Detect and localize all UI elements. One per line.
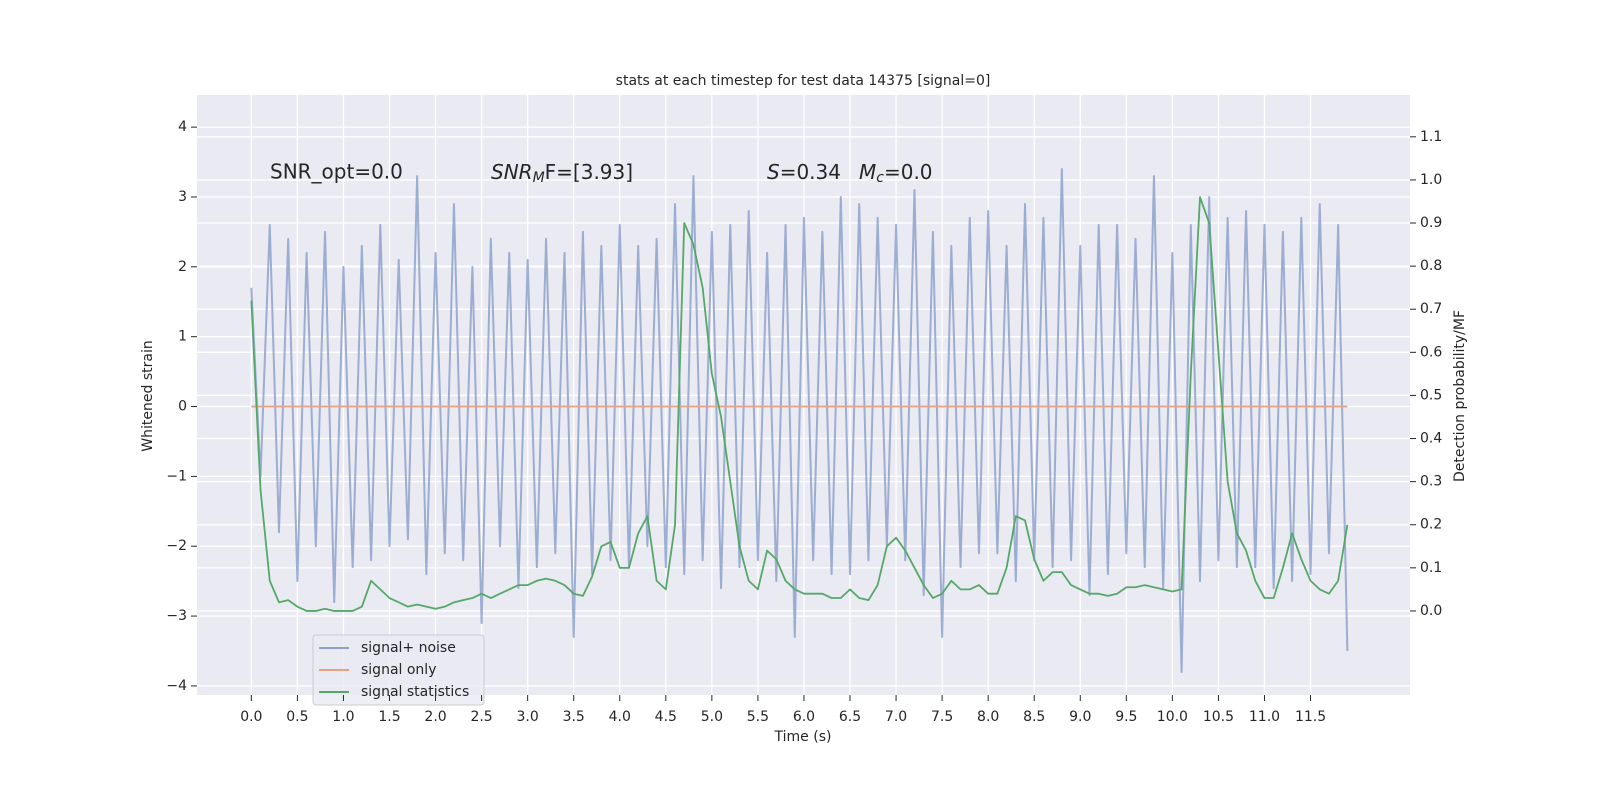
x-tick-label: 8.5 [1023,709,1045,725]
x-tick-label: 10.0 [1157,709,1188,725]
y-tick-label: −1 [166,468,187,484]
legend-box [312,634,485,706]
x-tick-label: 10.5 [1203,709,1234,725]
annotation-part: =0.34 [780,160,841,184]
y2-tick-label: 0.6 [1420,344,1442,360]
y-tick-label: −3 [166,608,187,624]
x-tick-label: 2.5 [470,709,492,725]
annotation-part: M [533,170,545,186]
legend-label: signal statistics [361,684,469,700]
x-tick-label: 2.0 [424,709,446,725]
y-tick-label: −4 [166,678,187,694]
y2-tick-label: 1.1 [1420,129,1442,145]
x-tick-label: 4.0 [609,709,631,725]
annotation-part: S [767,160,780,184]
x-tick-label: 5.5 [747,709,769,725]
annotation-part: SNR [491,160,533,184]
x-tick-label: 5.0 [701,709,723,725]
y-tick-label: 3 [178,189,187,205]
legend-label: signal+ noise [361,640,456,656]
x-tick-label: 9.5 [1115,709,1137,725]
y2-tick-label: 0.0 [1420,603,1442,619]
y-tick-label: 1 [178,329,187,345]
y2-tick-label: 0.2 [1420,517,1442,533]
legend-label: signal only [361,662,436,678]
x-tick-label: 3.0 [517,709,539,725]
annotation-part: c [876,170,884,186]
x-tick-label: 1.0 [332,709,354,725]
x-tick-label: 7.0 [885,709,907,725]
x-tick-label: 6.5 [839,709,861,725]
y2-tick-label: 0.7 [1420,301,1442,317]
y2-tick-label: 1.0 [1420,172,1442,188]
annotation: SNR_opt=0.0 [270,160,403,184]
x-tick-label: 6.0 [793,709,815,725]
y-tick-label: 0 [178,399,187,415]
annotation-part: F=[3.93] [545,160,633,184]
x-tick-label: 4.5 [655,709,677,725]
series-line [250,168,1349,673]
annotation: SNRMF=[3.93] [491,160,633,187]
annotation-part: =0.0 [884,160,933,184]
y2-tick-label: 0.9 [1420,215,1442,231]
y2-tick-label: 0.3 [1420,474,1442,490]
x-tick-label: 1.5 [378,709,400,725]
x-tick-label: 9.0 [1069,709,1091,725]
series-line [250,196,1349,612]
x-tick-label: 11.0 [1249,709,1280,725]
x-tick-label: 3.5 [563,709,585,725]
annotation: S=0.34 [767,160,841,184]
x-tick-label: 7.5 [931,709,953,725]
annotation-part: M [859,160,876,184]
x-tick-label: 0.0 [240,709,262,725]
y-axis-label: Whitened strain [140,340,156,451]
x-tick-label: 11.5 [1295,709,1326,725]
y-tick-label: −2 [166,538,187,554]
y2-tick-label: 0.1 [1420,560,1442,576]
x-axis-label: Time (s) [774,729,832,745]
x-tick-label: 8.0 [977,709,999,725]
y-tick-label: 2 [178,259,187,275]
x-tick-label: 0.5 [286,709,308,725]
y2-tick-label: 0.8 [1420,258,1442,274]
y2-tick-label: 0.5 [1420,387,1442,403]
y2-tick-label: 0.4 [1420,431,1442,447]
y2-axis-label: Detection probability/MF [1452,310,1468,482]
chart-title: stats at each timestep for test data 143… [616,73,991,89]
y-tick-label: 4 [178,119,187,135]
annotation: Mc=0.0 [859,160,933,187]
